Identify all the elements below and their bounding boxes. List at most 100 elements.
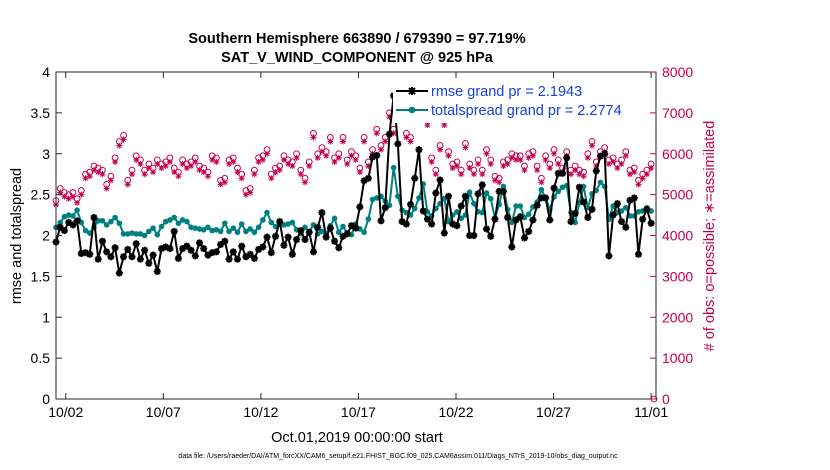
rmse-point [187, 246, 195, 254]
rmse-point [196, 239, 204, 247]
rmse-point [191, 252, 199, 260]
y2-tick-label: 1000 [662, 350, 693, 366]
assimilated-obs-marker [141, 171, 148, 178]
spread-point [525, 211, 532, 218]
spread-point [559, 184, 566, 191]
spread-point [184, 218, 190, 225]
assimilated-obs-marker [614, 165, 621, 172]
rmse-point [318, 209, 326, 217]
spread-point [487, 195, 494, 202]
rmse-point [622, 223, 630, 231]
rmse-point [470, 232, 478, 239]
rmse-point [322, 233, 330, 241]
rmse-point [601, 150, 609, 158]
chart-title: Southern Hemisphere 663890 / 679390 = 97… [188, 31, 525, 47]
assimilated-obs-marker [145, 165, 152, 172]
spread-point [411, 205, 418, 212]
rmse-point [643, 205, 651, 213]
rmse-point [267, 249, 275, 257]
spread-point [483, 190, 490, 196]
spread-point [416, 195, 422, 201]
assimilated-obs-marker [200, 169, 207, 176]
spread-point [445, 218, 452, 225]
assimilated-obs-marker [234, 169, 241, 176]
assimilated-obs-marker [124, 181, 131, 188]
rmse-point [128, 253, 136, 261]
rmse-point [166, 245, 174, 253]
assimilated-obs-marker [483, 150, 490, 157]
rmse-point [343, 230, 351, 238]
chart-subtitle: SAT_V_WIND_COMPONENT @ 925 hPa [221, 50, 494, 66]
rmse-point [423, 215, 431, 223]
assimilated-obs-marker [314, 154, 321, 161]
spread-point [335, 229, 342, 236]
y-axis-right: 0 1000 2000 3000 4000 5000 6000 7000 8000 [650, 64, 693, 407]
y2-tick-label: 5000 [662, 187, 693, 203]
spread-point [226, 228, 232, 235]
rmse-point [407, 200, 415, 208]
rmse-point [103, 248, 111, 256]
rmse-point [124, 245, 132, 253]
assimilated-obs-marker [432, 171, 439, 178]
legend-rmse-marker [408, 87, 416, 95]
y-tick-label: 4 [42, 64, 50, 80]
rmse-point [94, 255, 102, 263]
y2-axis-label: # of obs: o=possible; ∗=assimilated [702, 121, 718, 352]
assimilated-obs-marker [361, 138, 368, 145]
assimilated-obs-marker [340, 138, 347, 145]
y-tick-label: 3.5 [31, 105, 51, 121]
assimilated-obs-marker [69, 193, 76, 200]
spread-point [479, 209, 486, 216]
y-tick-label: 1 [42, 309, 50, 325]
spread-point [390, 164, 397, 171]
legend-spread-label: totalspread grand pr = 2.2774 [431, 103, 622, 119]
rmse-point [377, 217, 385, 225]
assimilated-obs-marker [103, 185, 110, 192]
rmse-point [445, 192, 453, 200]
rmse-point [373, 151, 381, 159]
rmse-point [394, 140, 402, 148]
assimilated-obs-marker [538, 179, 545, 186]
spread-point [82, 227, 89, 234]
rmse-point [432, 189, 440, 197]
assimilated-obs-marker [462, 144, 469, 151]
rmse-series-layer [52, 92, 655, 277]
assimilated-obs-marker [424, 122, 431, 129]
spread-point [171, 214, 177, 221]
assimilated-obs-marker [247, 189, 254, 196]
assimilated-obs-marker [479, 171, 486, 178]
assimilated-obs-marker [335, 154, 342, 161]
assimilated-obs-marker [382, 138, 389, 145]
x-axis: 10/02 10/07 10/12 10/17 10/22 10/27 11/01 [48, 72, 668, 420]
rmse-point [436, 176, 444, 184]
spread-point [331, 215, 338, 222]
assimilated-obs-marker [221, 179, 228, 186]
assimilated-obs-marker [453, 163, 460, 170]
rmse-point [411, 174, 419, 182]
assimilated-obs-marker [437, 146, 444, 153]
spread-point [129, 230, 135, 236]
rmse-point [647, 219, 655, 227]
spread-point [65, 212, 72, 218]
rmse-point [250, 254, 258, 262]
assimilated-obs-marker [293, 154, 300, 161]
assimilated-obs-marker [196, 167, 203, 174]
x-tick-label: 10/07 [146, 404, 181, 420]
y-tick-label: 2 [42, 228, 50, 244]
assimilated-obs-marker [179, 160, 186, 167]
y2-tick-label: 2000 [662, 309, 693, 325]
rmse-point [457, 202, 465, 210]
rmse-point [381, 204, 389, 212]
assimilated-obs-marker [643, 171, 650, 178]
rmse-point [550, 184, 558, 192]
rmse-point [136, 255, 144, 263]
rmse-point [293, 236, 301, 244]
assimilated-obs-marker [204, 173, 211, 180]
assimilated-obs-marker [348, 152, 355, 159]
spread-point [196, 226, 203, 232]
y-tick-label: 1.5 [31, 268, 51, 284]
assimilated-obs-marker [128, 171, 135, 178]
rmse-point [639, 215, 647, 223]
x-tick-label: 10/22 [438, 404, 473, 420]
spread-point [188, 224, 194, 231]
